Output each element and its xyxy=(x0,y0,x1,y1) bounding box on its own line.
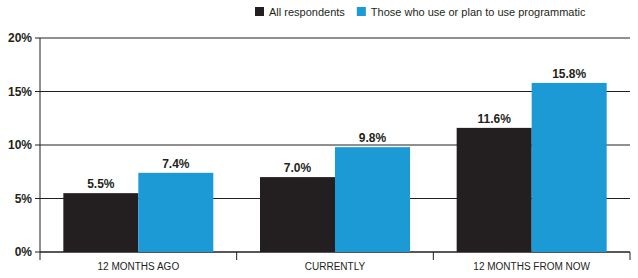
category-separator xyxy=(40,252,41,260)
legend-swatch xyxy=(357,7,366,16)
data-label: 11.6% xyxy=(477,112,511,126)
tick-label: 5% xyxy=(15,192,33,206)
chart: 0% 5% 10% 15% 20% 5.5% 7.4% 7.0% 9.8% 11.6% 15.8% 1… xyxy=(0,0,638,278)
category-separator xyxy=(236,252,237,260)
bar xyxy=(63,193,138,252)
category-separator xyxy=(630,252,631,260)
tick-label: 0% xyxy=(15,245,33,259)
tick-label: 20% xyxy=(8,31,32,45)
tick-label: 10% xyxy=(8,138,32,152)
category-label: 12 MONTHS FROM NOW xyxy=(473,261,590,272)
data-label: 15.8% xyxy=(552,67,586,81)
data-label: 7.0% xyxy=(284,161,312,175)
category-separator xyxy=(433,252,434,260)
data-label: 7.4% xyxy=(162,157,190,171)
bar xyxy=(532,83,607,252)
bar xyxy=(138,173,213,252)
bar xyxy=(335,147,410,252)
y-axis xyxy=(40,38,41,252)
tick-mark xyxy=(35,145,40,146)
tick-mark xyxy=(35,91,40,92)
legend-swatch xyxy=(255,7,264,16)
legend-label: Those who use or plan to use programmati… xyxy=(371,6,586,18)
bar xyxy=(260,177,335,252)
data-label: 9.8% xyxy=(359,131,387,145)
tick-mark xyxy=(35,252,40,253)
tick-mark xyxy=(35,38,40,39)
legend-label: All respondents xyxy=(269,6,345,18)
bars xyxy=(63,83,606,252)
legend: All respondents Those who use or plan to … xyxy=(255,6,586,18)
data-labels: 5.5% 7.4% 7.0% 9.8% 11.6% 15.8% xyxy=(87,67,586,191)
tick-mark xyxy=(35,198,40,199)
grid-line xyxy=(40,38,630,39)
category-label: CURRENTLY xyxy=(305,261,366,272)
category-label: 12 MONTHS AGO xyxy=(97,261,179,272)
tick-label: 15% xyxy=(8,85,32,99)
data-label: 5.5% xyxy=(87,177,115,191)
bar xyxy=(457,128,532,252)
